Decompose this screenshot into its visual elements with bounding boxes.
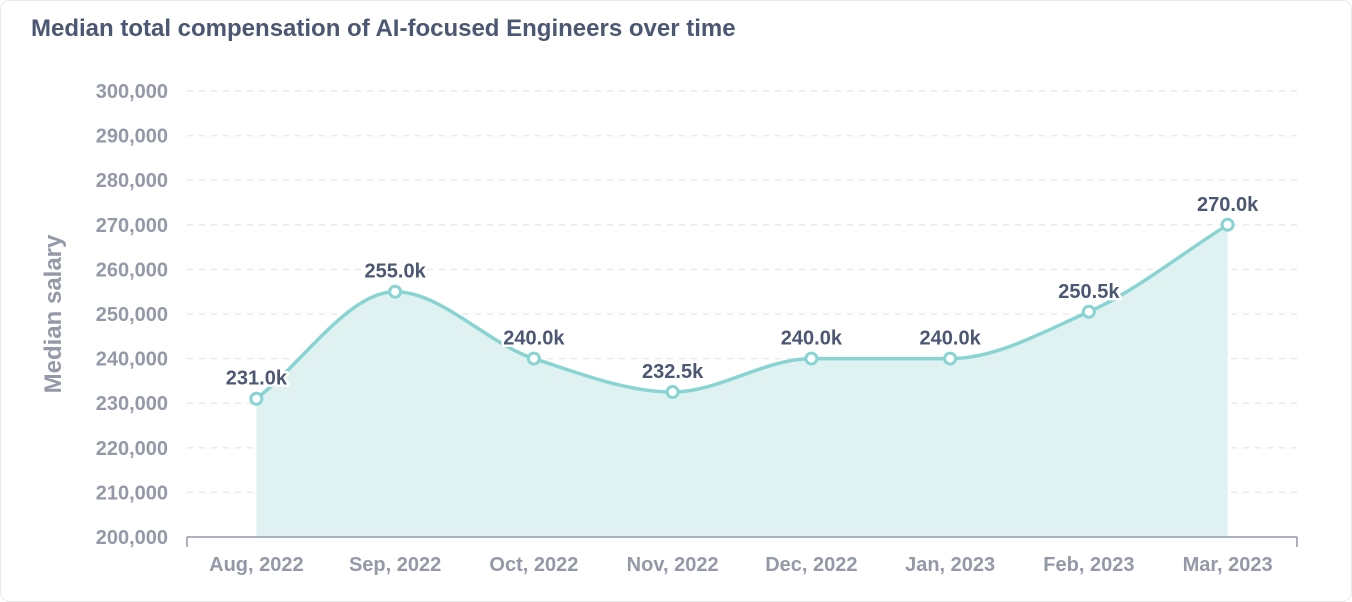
x-tick-label: Mar, 2023: [1183, 554, 1273, 576]
data-label: 232.5k: [642, 361, 704, 383]
data-point: [665, 385, 680, 400]
chart-title: Median total compensation of AI-focused …: [31, 15, 736, 42]
x-tick-label: Feb, 2023: [1043, 554, 1134, 576]
x-tick-label: Nov, 2022: [627, 554, 719, 576]
axes: 200,000 210,000 220,000 230,000 240,000 250,0…: [96, 81, 1298, 576]
y-tick-label: 260,000: [96, 259, 168, 281]
y-tick-label: 210,000: [96, 482, 168, 504]
x-tick-label: Sep, 2022: [349, 554, 441, 576]
data-label: 255.0k: [365, 261, 427, 283]
y-tick-label: 220,000: [96, 438, 168, 460]
x-tick-label: Oct, 2022: [489, 554, 578, 576]
data-labels-layer: 231.0k 255.0k 240.0k 232.5k 240.0k 240.0k 250.…: [223, 191, 1261, 392]
data-label: 250.5k: [1058, 281, 1120, 303]
data-point: [1081, 304, 1096, 319]
y-tick-label: 250,000: [96, 304, 168, 326]
y-tick-label: 270,000: [96, 215, 168, 237]
x-tick-label: Dec, 2022: [765, 554, 857, 576]
y-tick-label: 240,000: [96, 349, 168, 371]
data-point: [943, 351, 958, 366]
data-label: 231.0k: [226, 368, 288, 390]
y-tick-label: 290,000: [96, 126, 168, 148]
area-fill: [256, 224, 1228, 538]
data-label: 240.0k: [920, 328, 982, 350]
data-point: [526, 351, 541, 366]
points-layer: [249, 217, 1235, 406]
y-tick-label: 230,000: [96, 393, 168, 415]
y-tick-label: 200,000: [96, 527, 168, 549]
y-tick-label: 300,000: [96, 81, 168, 103]
data-label: 270.0k: [1197, 194, 1259, 216]
data-point: [1220, 217, 1235, 232]
x-tick-label: Aug, 2022: [209, 554, 303, 576]
data-point: [249, 391, 264, 406]
data-point: [388, 284, 403, 299]
data-label: 240.0k: [781, 328, 843, 350]
data-point: [804, 351, 819, 366]
x-tick-label: Jan, 2023: [905, 554, 995, 576]
data-label: 240.0k: [503, 328, 565, 350]
y-axis-label: Median salary: [40, 234, 67, 393]
y-tick-label: 280,000: [96, 170, 168, 192]
